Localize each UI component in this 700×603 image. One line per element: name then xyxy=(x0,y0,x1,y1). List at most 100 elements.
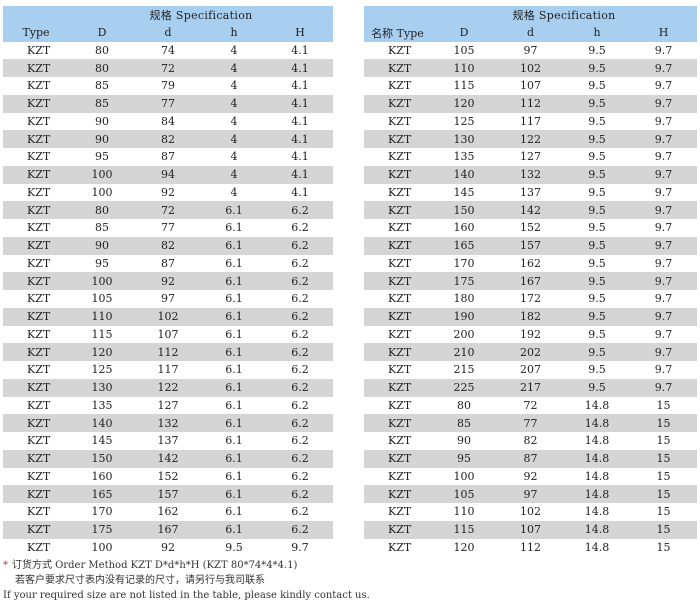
h-cell: 6.1 xyxy=(201,449,267,468)
table-row: KZT 125 117 6.1 6.2 xyxy=(3,361,333,379)
table-row: KZT 135 127 9.5 9.7 xyxy=(364,148,697,166)
D-cell: 115 xyxy=(431,520,497,539)
table-row: KZT 130 122 9.5 9.7 xyxy=(364,130,698,148)
D-cell: 90 xyxy=(69,236,135,255)
d-cell: 122 xyxy=(497,130,564,148)
d-cell: 132 xyxy=(497,165,564,184)
h-cell: 14.8 xyxy=(564,485,630,503)
D-cell: 80 xyxy=(69,201,135,219)
H-cell: 9.7 xyxy=(630,201,698,219)
h-cell: 9.5 xyxy=(588,292,606,306)
d-cell: 72 xyxy=(135,59,201,77)
D-cell: 170 xyxy=(453,256,475,270)
H-cell: 9.7 xyxy=(630,236,698,255)
right-group-header: 规格 Specification xyxy=(431,6,698,24)
table-row: KZT 150 142 9.5 9.7 xyxy=(364,201,698,219)
H-cell: 15 xyxy=(656,469,671,483)
d-cell: 192 xyxy=(520,327,541,341)
d-cell: 117 xyxy=(157,363,179,377)
H-cell: 6.2 xyxy=(267,378,334,397)
H-cell: 9.7 xyxy=(654,256,673,270)
d-cell: 172 xyxy=(520,292,541,306)
d-cell: 217 xyxy=(497,378,564,397)
h-cell: 6.1 xyxy=(201,307,267,326)
table-row: KZT 160 152 9.5 9.7 xyxy=(364,219,697,237)
d-cell: 102 xyxy=(520,505,541,519)
H-cell: 6.2 xyxy=(267,307,334,326)
table-row: KZT 165 157 6.1 6.2 xyxy=(3,485,334,503)
D-cell: 110 xyxy=(69,307,135,326)
d-cell: 72 xyxy=(135,201,201,219)
H-cell: 15 xyxy=(656,505,671,519)
h-cell: 4 xyxy=(201,165,267,184)
H-cell: 4.1 xyxy=(291,114,309,128)
right-header-spacer xyxy=(364,6,431,24)
d-cell: 127 xyxy=(520,150,541,164)
H-cell: 6.2 xyxy=(291,398,309,412)
D-cell: 80 xyxy=(457,398,471,412)
type-cell: KZT xyxy=(3,201,69,219)
h-cell: 6.1 xyxy=(225,327,243,341)
D-cell: 120 xyxy=(453,540,475,554)
H-cell: 6.2 xyxy=(267,520,334,539)
h-cell: 6.1 xyxy=(225,398,243,412)
d-cell: 92 xyxy=(161,540,175,554)
table-row: KZT 85 77 6.1 6.2 xyxy=(3,219,333,237)
D-cell: 180 xyxy=(453,292,475,306)
table-row: KZT 90 82 14.8 15 xyxy=(364,432,697,450)
asterisk-mark: * xyxy=(3,560,8,571)
d-cell: 182 xyxy=(497,307,564,326)
type-cell: KZT xyxy=(27,540,51,554)
d-cell: 112 xyxy=(135,343,201,361)
table-row: KZT 95 87 6.1 6.2 xyxy=(3,255,333,273)
table-row: KZT 100 92 14.8 15 xyxy=(364,468,697,486)
d-cell: 102 xyxy=(135,307,201,326)
h-cell: 14.8 xyxy=(584,434,610,448)
type-cell: KZT xyxy=(3,130,69,148)
d-cell: 77 xyxy=(161,221,175,235)
d-cell: 162 xyxy=(520,256,541,270)
type-cell: KZT xyxy=(27,221,51,235)
table-row: KZT 170 162 6.1 6.2 xyxy=(3,503,333,521)
D-cell: 110 xyxy=(431,59,497,77)
d-cell: 112 xyxy=(520,540,541,554)
H-cell: 15 xyxy=(630,485,698,503)
h-cell: 9.5 xyxy=(588,185,606,199)
right-col-D: D xyxy=(431,23,497,42)
table-row: KZT 165 157 9.5 9.7 xyxy=(364,236,698,255)
D-cell: 210 xyxy=(431,343,497,361)
d-cell: 94 xyxy=(135,165,201,184)
d-cell: 132 xyxy=(135,414,201,432)
type-cell: KZT xyxy=(364,520,431,539)
type-cell: KZT xyxy=(27,256,51,270)
H-cell: 6.2 xyxy=(267,236,334,255)
D-cell: 85 xyxy=(431,414,497,432)
h-cell: 4 xyxy=(230,43,238,57)
D-cell: 105 xyxy=(91,292,113,306)
H-cell: 6.2 xyxy=(267,449,334,468)
D-cell: 175 xyxy=(69,520,135,539)
d-cell: 137 xyxy=(157,434,179,448)
h-cell: 14.8 xyxy=(564,414,630,432)
D-cell: 80 xyxy=(69,59,135,77)
H-cell: 4.1 xyxy=(267,130,334,148)
d-cell: 127 xyxy=(157,398,179,412)
H-cell: 9.7 xyxy=(654,79,673,93)
d-cell: 152 xyxy=(157,469,179,483)
d-cell: 117 xyxy=(520,114,541,128)
D-cell: 115 xyxy=(91,327,113,341)
table-row: KZT 110 102 6.1 6.2 xyxy=(3,307,334,326)
type-cell: KZT xyxy=(3,272,69,290)
table-row: KZT 125 117 9.5 9.7 xyxy=(364,113,697,131)
d-cell: 157 xyxy=(497,236,564,255)
left-col-D: D xyxy=(69,23,135,42)
d-cell: 97 xyxy=(161,292,175,306)
D-cell: 120 xyxy=(431,94,497,113)
h-cell: 6.1 xyxy=(201,520,267,539)
table-row: KZT 100 92 6.1 6.2 xyxy=(3,272,334,290)
custom-size-note-cn: 若客户要求尺寸表内没有记录的尺寸，请另行与我司联系 xyxy=(15,575,265,586)
table-row: KZT 150 142 6.1 6.2 xyxy=(3,449,334,468)
table-row: KZT 175 167 9.5 9.7 xyxy=(364,272,698,290)
H-cell: 9.7 xyxy=(654,43,673,57)
type-cell: KZT xyxy=(364,343,431,361)
